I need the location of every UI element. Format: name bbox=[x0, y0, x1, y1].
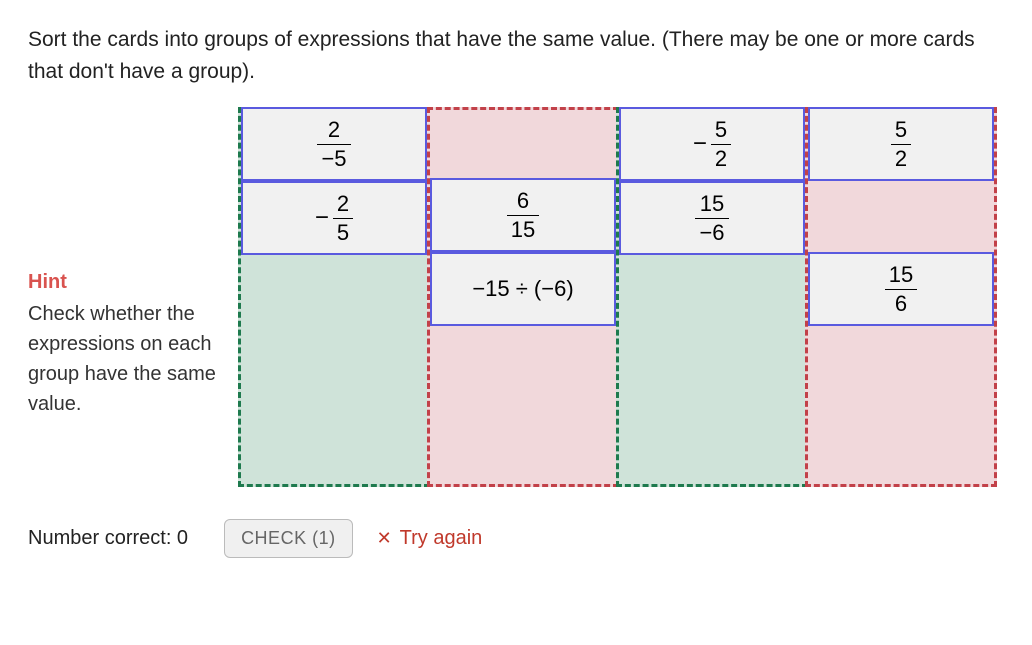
card-expression: −15 ÷ (−6) bbox=[472, 276, 573, 302]
fraction-denominator: 2 bbox=[711, 147, 731, 170]
card-expression: 156 bbox=[885, 263, 917, 314]
fraction: 15−6 bbox=[695, 192, 728, 243]
hint-title: Hint bbox=[28, 267, 238, 297]
card-expression: −25 bbox=[315, 192, 353, 243]
fraction-bar bbox=[507, 215, 539, 216]
fraction-bar bbox=[885, 289, 917, 290]
fraction-bar bbox=[317, 144, 350, 145]
fraction: 25 bbox=[333, 192, 353, 243]
drop-column[interactable]: 615−15 ÷ (−6) bbox=[427, 107, 619, 487]
fraction: 156 bbox=[885, 263, 917, 314]
expression-card[interactable]: 15−6 bbox=[619, 181, 805, 255]
fraction-numerator: 5 bbox=[891, 118, 911, 141]
fraction-numerator: 5 bbox=[711, 118, 731, 141]
fraction-bar bbox=[695, 218, 728, 219]
fraction-denominator: 6 bbox=[891, 292, 911, 315]
fraction-numerator: 2 bbox=[324, 118, 344, 141]
score-label: Number correct: 0 bbox=[28, 527, 188, 550]
expression-text: −15 ÷ (−6) bbox=[472, 276, 573, 302]
fraction-bar bbox=[891, 144, 911, 145]
sign: − bbox=[315, 204, 329, 232]
fraction-numerator: 6 bbox=[513, 189, 533, 212]
fraction: 52 bbox=[891, 118, 911, 169]
drop-column[interactable]: 2−5−25 bbox=[238, 107, 430, 487]
check-button[interactable]: CHECK (1) bbox=[224, 519, 353, 558]
expression-card[interactable]: 615 bbox=[430, 178, 616, 252]
card-expression: 2−5 bbox=[317, 118, 350, 169]
expression-card[interactable]: −25 bbox=[241, 181, 427, 255]
fraction: 52 bbox=[711, 118, 731, 169]
expression-card[interactable]: −52 bbox=[619, 107, 805, 181]
fraction-bar bbox=[333, 218, 353, 219]
fraction-numerator: 15 bbox=[696, 192, 728, 215]
fraction: 2−5 bbox=[317, 118, 350, 169]
expression-card[interactable]: −15 ÷ (−6) bbox=[430, 252, 616, 326]
card-expression: 15−6 bbox=[695, 192, 728, 243]
drop-columns: 2−5−25615−15 ÷ (−6)−5215−652156 bbox=[238, 107, 1004, 487]
fraction-denominator: 15 bbox=[507, 218, 539, 241]
prompt-text: Sort the cards into groups of expression… bbox=[28, 24, 1004, 87]
try-again-label: Try again bbox=[400, 527, 483, 550]
card-slot-empty bbox=[430, 107, 616, 181]
fraction-numerator: 2 bbox=[333, 192, 353, 215]
close-icon: ✕ bbox=[377, 528, 392, 549]
card-slot-empty bbox=[808, 181, 994, 255]
card-expression: 52 bbox=[891, 118, 911, 169]
drop-column[interactable]: −5215−6 bbox=[616, 107, 808, 487]
card-expression: −52 bbox=[693, 118, 731, 169]
sign: − bbox=[693, 130, 707, 158]
hint-body: Check whether the expressions on each gr… bbox=[28, 299, 238, 419]
fraction-denominator: −5 bbox=[317, 147, 350, 170]
try-again-button[interactable]: ✕ Try again bbox=[377, 527, 483, 550]
fraction-denominator: 5 bbox=[333, 221, 353, 244]
hint-panel: Hint Check whether the expressions on ea… bbox=[28, 107, 238, 419]
fraction-numerator: 15 bbox=[885, 263, 917, 286]
fraction-bar bbox=[711, 144, 731, 145]
fraction: 615 bbox=[507, 189, 539, 240]
expression-card[interactable]: 52 bbox=[808, 107, 994, 181]
fraction-denominator: −6 bbox=[695, 221, 728, 244]
fraction-denominator: 2 bbox=[891, 147, 911, 170]
expression-card[interactable]: 156 bbox=[808, 252, 994, 326]
drop-column[interactable]: 52156 bbox=[805, 107, 997, 487]
card-expression: 615 bbox=[507, 189, 539, 240]
expression-card[interactable]: 2−5 bbox=[241, 107, 427, 181]
